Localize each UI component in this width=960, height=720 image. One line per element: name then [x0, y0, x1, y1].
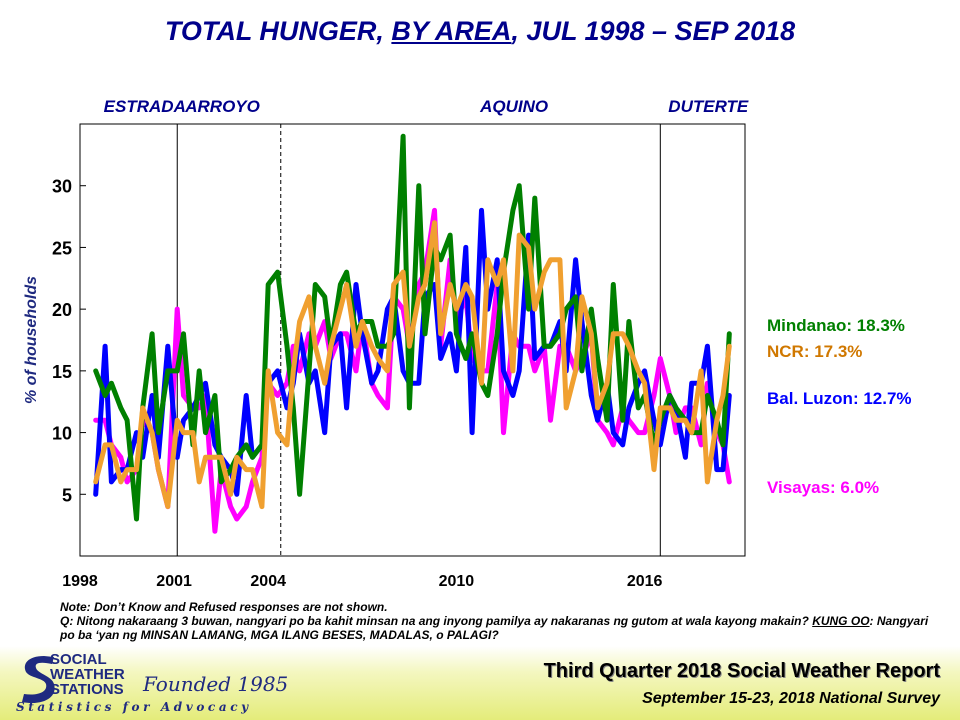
- report-title: Third Quarter 2018 Social Weather Report: [543, 660, 940, 682]
- org-name: SOCIAL WEATHER STATIONS: [50, 651, 125, 698]
- axes: 5 10 15 20 25 30 1998 2001 2004 2010 2016 % of hous…: [23, 177, 663, 590]
- series-label-bal-luzon: Bal. Luzon: 12.7%: [767, 389, 912, 408]
- note-kung-oo: KUNG OO: [812, 614, 870, 628]
- x-tick-label: 2016: [627, 573, 663, 590]
- survey-dates: September 15-23, 2018 National Survey: [642, 690, 940, 707]
- series-lines: [93, 133, 732, 534]
- sws-logo-icon: [22, 656, 55, 704]
- tagline: Statistics for Advocacy: [16, 700, 252, 714]
- series-line-mindanao: [93, 133, 732, 522]
- y-axis-label: % of households: [23, 276, 40, 404]
- x-tick-label: 2001: [156, 573, 192, 590]
- y-tick-label: 30: [52, 177, 72, 197]
- y-tick-label: 25: [52, 238, 72, 258]
- series-label-ncr: NCR: 17.3%: [767, 342, 862, 361]
- series-label-visayas: Visayas: 6.0%: [767, 478, 879, 497]
- footer-band: [0, 646, 960, 720]
- chart-labels: ESTRADA ARROYO AQUINO DUTERTE Visayas: 6.0% B…: [104, 97, 912, 497]
- x-tick-label: 2010: [439, 573, 475, 590]
- admin-label-duterte: DUTERTE: [668, 97, 749, 116]
- plot-frame: [79, 123, 746, 557]
- admin-label-aquino: AQUINO: [479, 97, 548, 116]
- y-tick-label: 15: [52, 362, 72, 382]
- y-tick-label: 5: [62, 485, 72, 505]
- plot-area: [79, 123, 746, 557]
- admin-label-arroyo: ARROYO: [184, 97, 260, 116]
- x-tick-label: 1998: [62, 573, 98, 590]
- hunger-line-chart: 5 10 15 20 25 30 1998 2001 2004 2010 2016 % of hous…: [23, 97, 912, 590]
- series-line-ncr: [93, 220, 732, 510]
- page-title: TOTAL HUNGER, BY AREA, JUL 1998 – SEP 20…: [164, 16, 796, 46]
- chart-note: Note: Don’t Know and Refused responses a…: [60, 600, 940, 642]
- note-line-1: Note: Don’t Know and Refused responses a…: [60, 600, 388, 614]
- y-tick-label: 20: [52, 300, 72, 320]
- founded-text: Founded 1985: [143, 672, 289, 696]
- y-tick-label: 10: [52, 424, 72, 444]
- admin-label-estrada: ESTRADA: [104, 97, 186, 116]
- note-question: Q: Nitong nakaraang 3 buwan, nangyari po…: [60, 614, 929, 642]
- x-tick-label: 2004: [250, 573, 286, 590]
- series-label-mindanao: Mindanao: 18.3%: [767, 316, 905, 335]
